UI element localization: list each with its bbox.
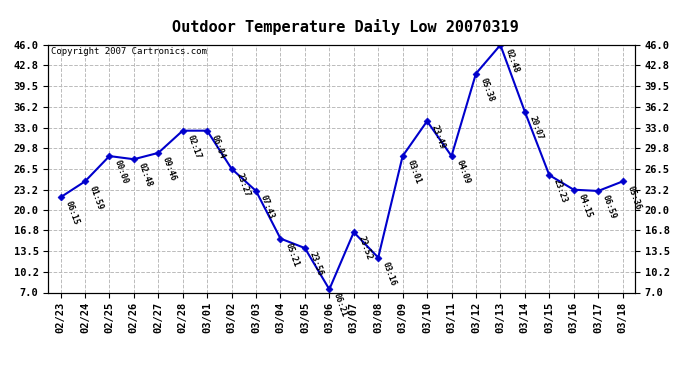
Text: 23:27: 23:27 (235, 171, 251, 198)
Text: 02:17: 02:17 (186, 134, 202, 160)
Text: 20:07: 20:07 (528, 114, 544, 141)
Text: 02:48: 02:48 (137, 162, 154, 189)
Text: 05:38: 05:38 (479, 76, 495, 103)
Text: 05:36: 05:36 (625, 184, 642, 211)
Text: 00:00: 00:00 (112, 159, 129, 185)
Text: 06:59: 06:59 (601, 194, 618, 220)
Text: 02:48: 02:48 (503, 48, 520, 74)
Text: 04:09: 04:09 (454, 159, 471, 185)
Text: 03:16: 03:16 (381, 260, 398, 287)
Text: 23:56: 23:56 (308, 251, 325, 278)
Text: 06:15: 06:15 (63, 200, 80, 226)
Text: 23:23: 23:23 (552, 178, 569, 204)
Text: Outdoor Temperature Daily Low 20070319: Outdoor Temperature Daily Low 20070319 (172, 19, 518, 35)
Text: 03:01: 03:01 (406, 159, 422, 185)
Text: 07:43: 07:43 (259, 194, 276, 220)
Text: 23:49: 23:49 (430, 124, 447, 150)
Text: 06:21: 06:21 (332, 292, 349, 319)
Text: 05:21: 05:21 (283, 242, 300, 268)
Text: Copyright 2007 Cartronics.com: Copyright 2007 Cartronics.com (51, 48, 207, 57)
Text: 06:04: 06:04 (210, 134, 227, 160)
Text: 23:52: 23:52 (357, 235, 373, 261)
Text: 01:59: 01:59 (88, 184, 105, 211)
Text: 04:15: 04:15 (576, 192, 593, 219)
Text: 09:46: 09:46 (161, 156, 178, 182)
